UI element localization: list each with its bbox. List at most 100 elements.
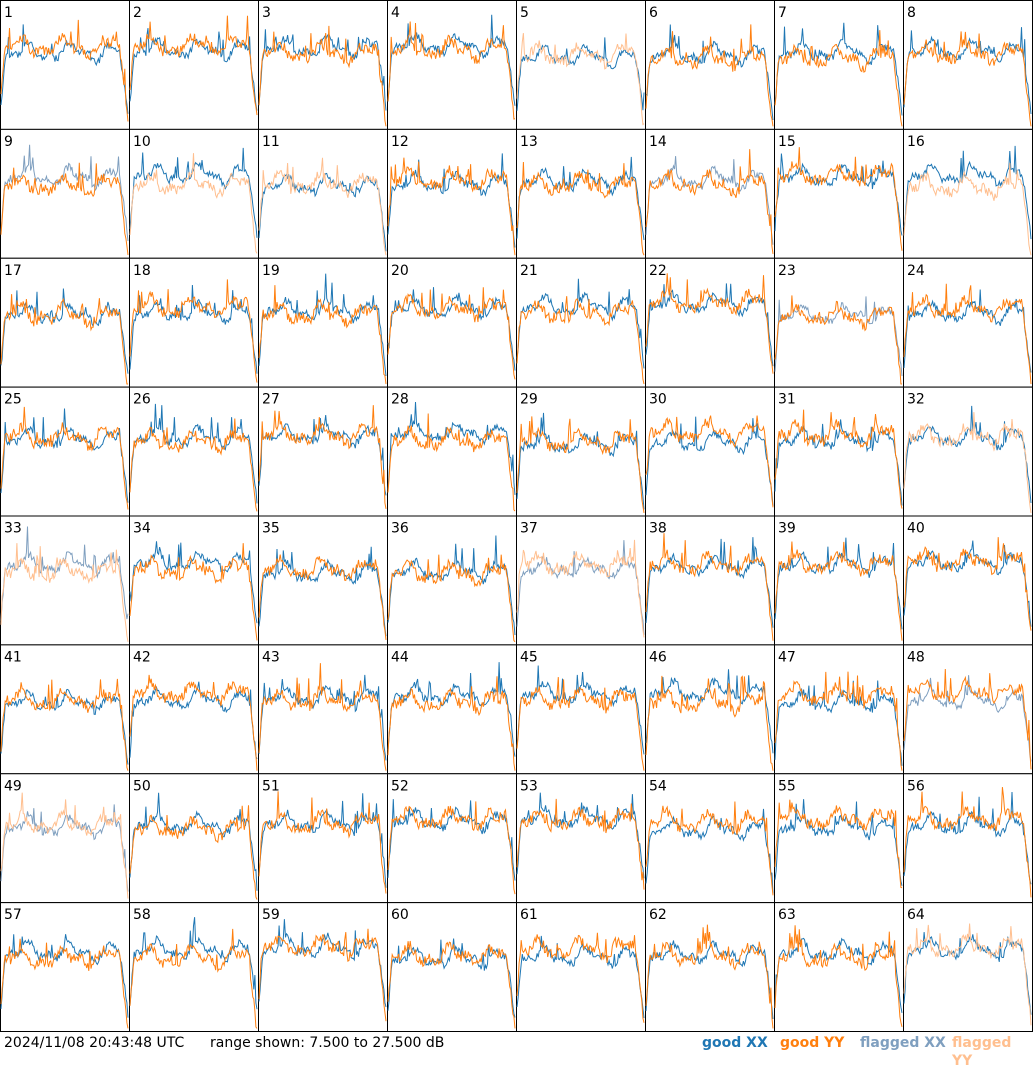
panel-17: 17 bbox=[0, 257, 130, 388]
series-yy-line bbox=[129, 153, 258, 254]
series-xx-line bbox=[0, 24, 129, 114]
panel-5: 5 bbox=[516, 0, 646, 130]
series-yy-line bbox=[0, 406, 129, 510]
series-xx-line bbox=[129, 917, 258, 1010]
panel-27: 27 bbox=[258, 386, 388, 517]
series-xx-line bbox=[258, 674, 387, 761]
series-yy-line bbox=[516, 33, 645, 126]
series-yy-line bbox=[774, 409, 903, 509]
panel-frame bbox=[516, 128, 646, 259]
panel-frame bbox=[387, 128, 517, 259]
series-yy-line bbox=[258, 554, 387, 640]
series-yy-line bbox=[387, 554, 516, 643]
panel-frame bbox=[0, 515, 130, 646]
series-yy-line bbox=[387, 21, 516, 120]
series-xx-line bbox=[387, 938, 516, 1018]
panel-59: 59 bbox=[258, 902, 388, 1032]
legend-flagged-yy: flagged YY bbox=[952, 1034, 1033, 1070]
panel-label: 52 bbox=[391, 778, 409, 794]
panel-frame bbox=[0, 902, 130, 1032]
panel-label: 26 bbox=[133, 392, 151, 408]
panel-frame bbox=[903, 257, 1033, 388]
panel-label: 7 bbox=[778, 5, 787, 21]
panel-26: 26 bbox=[129, 386, 259, 517]
panel-frame bbox=[387, 644, 517, 775]
series-yy-line bbox=[258, 791, 387, 894]
series-yy-line bbox=[516, 677, 645, 771]
series-yy-line bbox=[903, 787, 1032, 898]
panel-frame bbox=[903, 773, 1033, 904]
panel-label: 6 bbox=[649, 5, 658, 21]
panel-label: 22 bbox=[649, 263, 667, 279]
panel-label: 64 bbox=[907, 907, 925, 923]
panel-47: 47 bbox=[774, 644, 904, 775]
series-xx-line bbox=[903, 675, 1032, 762]
panel-label: 40 bbox=[907, 521, 925, 537]
panel-frame bbox=[129, 128, 259, 259]
series-yy-line bbox=[903, 537, 1032, 631]
series-yy-line bbox=[387, 676, 516, 771]
series-yy-line bbox=[129, 418, 258, 512]
panel-11: 11 bbox=[258, 128, 388, 259]
panel-48: 48 bbox=[903, 644, 1033, 775]
panel-frame bbox=[516, 257, 646, 388]
series-yy-line bbox=[645, 924, 774, 1029]
series-yy-line bbox=[774, 925, 903, 1028]
panel-label: 61 bbox=[520, 907, 538, 923]
panel-frame bbox=[129, 773, 259, 904]
legend-good-xx-pol: XX bbox=[746, 1035, 768, 1051]
series-xx-line bbox=[258, 546, 387, 637]
panel-frame bbox=[258, 515, 388, 646]
series-xx-line bbox=[258, 29, 387, 111]
panel-frame bbox=[903, 644, 1033, 775]
series-yy-line bbox=[645, 801, 774, 896]
legend-good-yy-pol: YY bbox=[824, 1035, 845, 1051]
panel-frame bbox=[0, 0, 130, 130]
series-yy-line bbox=[0, 162, 129, 255]
panel-label: 34 bbox=[133, 521, 151, 537]
series-xx-line bbox=[516, 665, 645, 755]
panel-20: 20 bbox=[387, 257, 517, 388]
series-xx-line bbox=[774, 799, 903, 886]
series-yy-line bbox=[774, 799, 903, 889]
series-xx-line bbox=[258, 414, 387, 496]
timestamp: 2024/11/08 20:43:48 UTC bbox=[4, 1035, 185, 1051]
panel-label: 32 bbox=[907, 392, 925, 408]
series-yy-line bbox=[645, 273, 774, 374]
series-yy-line bbox=[903, 923, 1032, 1026]
panel-frame bbox=[516, 515, 646, 646]
legend-flagged-xx: flagged XX bbox=[860, 1034, 946, 1052]
panel-label: 18 bbox=[133, 263, 151, 279]
panel-label: 28 bbox=[391, 392, 409, 408]
series-xx-line bbox=[903, 405, 1032, 504]
panel-frame bbox=[774, 128, 904, 259]
panel-1: 1 bbox=[0, 0, 130, 130]
panel-label: 47 bbox=[778, 649, 796, 665]
series-yy-line bbox=[0, 678, 129, 771]
series-xx-line bbox=[258, 172, 387, 252]
panel-14: 14 bbox=[645, 128, 775, 259]
series-yy-line bbox=[258, 157, 387, 256]
series-yy-line bbox=[0, 792, 129, 899]
series-yy-line bbox=[129, 805, 258, 900]
panel-label: 41 bbox=[4, 649, 22, 665]
legend-good-yy-label: good bbox=[780, 1035, 820, 1051]
panel-frame bbox=[645, 773, 775, 904]
series-xx-line bbox=[129, 147, 258, 238]
panel-label: 14 bbox=[649, 134, 667, 150]
series-xx-line bbox=[903, 145, 1032, 240]
panel-label: 9 bbox=[4, 134, 13, 150]
series-xx-line bbox=[774, 680, 903, 766]
panel-label: 25 bbox=[4, 392, 22, 408]
series-yy-line bbox=[645, 149, 774, 254]
series-yy-line bbox=[516, 296, 645, 385]
panel-frame bbox=[774, 902, 904, 1032]
panel-41: 41 bbox=[0, 644, 130, 775]
panel-label: 36 bbox=[391, 521, 409, 537]
panel-frame bbox=[903, 0, 1033, 130]
panel-21: 21 bbox=[516, 257, 646, 388]
series-yy-line bbox=[129, 15, 258, 116]
panel-label: 11 bbox=[262, 134, 280, 150]
panel-54: 54 bbox=[645, 773, 775, 904]
panel-frame bbox=[774, 386, 904, 517]
